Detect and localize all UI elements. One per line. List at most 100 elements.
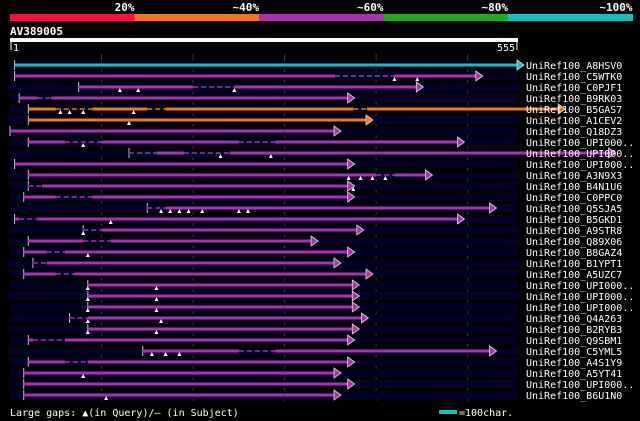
hit-row[interactable]: UniRef100_B1YPT1	[10, 257, 622, 270]
hit-row[interactable]: UniRef100_UPI000..	[10, 279, 634, 292]
hit-row[interactable]: UniRef100_B4N1U6	[10, 180, 622, 193]
hit-row[interactable]: UniRef100_Q89X06	[10, 235, 622, 248]
query-gap-marker	[245, 209, 250, 213]
scale-label: ~60%	[357, 1, 384, 14]
query-gap-marker	[58, 110, 63, 114]
hit-bar	[23, 382, 349, 386]
hit-row[interactable]: UniRef100_B5GKD1	[10, 213, 622, 226]
query-gap-marker	[383, 176, 388, 180]
hit-label[interactable]: UniRef100_A9STR8	[526, 226, 622, 237]
hit-label[interactable]: UniRef100_A8HSV0	[526, 61, 622, 72]
query-gap-marker	[81, 374, 86, 378]
hit-label[interactable]: UniRef100_B5GKD1	[526, 215, 622, 226]
hit-arrowhead	[608, 147, 617, 159]
hit-row[interactable]: UniRef100_A1CEV2	[10, 114, 622, 127]
query-gap-marker	[85, 330, 90, 334]
hit-label[interactable]: UniRef100_B8GAZ4	[526, 248, 622, 259]
hit-row[interactable]: UniRef100_C0PJF1	[10, 81, 622, 94]
hit-row[interactable]: UniRef100_A3N9X3	[10, 169, 622, 182]
query-ruler-bar	[10, 38, 518, 42]
hit-arrowhead	[333, 125, 342, 137]
hit-bar	[28, 118, 367, 122]
hit-bar	[28, 338, 349, 342]
hit-row[interactable]: UniRef100_UPI000..	[10, 290, 634, 303]
hit-row[interactable]: UniRef100_UPI000..	[10, 147, 634, 160]
hit-row[interactable]: UniRef100_B8GAZ4	[10, 246, 622, 259]
hit-label[interactable]: UniRef100_UPI000..	[526, 160, 634, 171]
hit-label[interactable]: UniRef100_Q18DZ3	[526, 127, 622, 138]
hit-bar	[28, 360, 349, 364]
query-gap-marker	[268, 154, 273, 158]
query-gap-marker	[154, 286, 159, 290]
query-gap-marker	[159, 209, 164, 213]
hit-row[interactable]: UniRef100_A9STR8	[10, 224, 622, 237]
hit-row[interactable]: UniRef100_B2RYB3	[10, 323, 622, 336]
hit-label[interactable]: UniRef100_A5UZC7	[526, 270, 622, 281]
hit-label[interactable]: UniRef100_B6U1N0	[526, 391, 622, 402]
hit-arrowhead	[310, 235, 319, 247]
hit-arrowhead	[557, 103, 566, 115]
hit-row[interactable]: UniRef100_A5YT41	[10, 367, 622, 380]
hit-label[interactable]: UniRef100_UPI000..	[526, 303, 634, 314]
hit-label[interactable]: UniRef100_UPI000..	[526, 281, 634, 292]
hit-label[interactable]: UniRef100_A4S1Y9	[526, 358, 622, 369]
hit-bar	[14, 217, 459, 221]
hit-bar	[23, 393, 335, 397]
hit-label[interactable]: UniRef100_UPI000..	[526, 380, 634, 391]
hit-label[interactable]: UniRef100_B9RK03	[526, 94, 622, 105]
hit-row[interactable]: UniRef100_Q18DZ3	[9, 125, 622, 138]
hit-label[interactable]: UniRef100_UPI000..	[526, 292, 634, 303]
hit-row[interactable]: UniRef100_A4S1Y9	[10, 356, 622, 369]
hit-label[interactable]: UniRef100_Q4A263	[526, 314, 622, 325]
subject-gap	[183, 151, 230, 155]
hit-bar	[69, 316, 363, 320]
hit-row[interactable]: UniRef100_UPI000..	[10, 158, 634, 171]
query-gap-marker	[85, 308, 90, 312]
hit-row[interactable]: UniRef100_UPI000..	[10, 301, 634, 314]
hit-row[interactable]: UniRef100_C0PPC0	[10, 191, 622, 204]
hit-bar	[128, 151, 610, 155]
query-gap-marker	[126, 121, 131, 125]
hit-arrowhead	[351, 290, 360, 302]
hit-label[interactable]: UniRef100_Q5SJA5	[526, 204, 622, 215]
hit-label[interactable]: UniRef100_C5WTK0	[526, 72, 622, 83]
hit-row[interactable]: UniRef100_C5YML5	[10, 345, 622, 358]
query-gap-marker	[200, 209, 205, 213]
hit-row[interactable]: UniRef100_UPI000..	[10, 378, 634, 391]
subject-gap	[334, 74, 395, 78]
hit-row[interactable]: UniRef100_C5WTK0	[10, 70, 622, 83]
hit-row[interactable]: UniRef100_B6U1N0	[10, 389, 622, 402]
hit-row[interactable]: UniRef100_A5UZC7	[10, 268, 622, 281]
hit-label[interactable]: UniRef100_Q9SBM1	[526, 336, 622, 347]
hit-arrowhead	[425, 169, 434, 181]
hit-row[interactable]: UniRef100_Q5SJA5	[10, 202, 622, 215]
hit-label[interactable]: UniRef100_A1CEV2	[526, 116, 622, 127]
hit-label[interactable]: UniRef100_B5GAS7	[526, 105, 622, 116]
hit-row[interactable]: UniRef100_Q9SBM1	[10, 334, 622, 347]
hit-row[interactable]: UniRef100_B9RK03	[10, 92, 622, 105]
hit-arrowhead	[347, 246, 356, 258]
scale-label: ~80%	[482, 1, 509, 14]
hit-bar	[23, 250, 349, 254]
hit-label[interactable]: UniRef100_UPI000..	[526, 138, 634, 149]
hit-label[interactable]: UniRef100_B4N1U6	[526, 182, 622, 193]
hit-bar	[87, 283, 354, 287]
subject-gap	[128, 151, 157, 155]
hit-label[interactable]: UniRef100_B1YPT1	[526, 259, 622, 270]
hit-bar	[32, 261, 335, 265]
hit-label[interactable]: UniRef100_UPI000..	[526, 149, 634, 160]
hit-row[interactable]: UniRef100_UPI000..	[10, 136, 634, 149]
subject-gap	[37, 96, 52, 100]
hit-label[interactable]: UniRef100_Q89X06	[526, 237, 622, 248]
hit-row[interactable]: UniRef100_B5GAS7	[10, 103, 622, 116]
hit-label[interactable]: UniRef100_A3N9X3	[526, 171, 622, 182]
hit-row[interactable]: UniRef100_Q4A263	[10, 312, 622, 325]
hit-label[interactable]: UniRef100_C5YML5	[526, 347, 622, 358]
hit-label[interactable]: UniRef100_C0PPC0	[526, 193, 622, 204]
scale-segment	[134, 14, 260, 21]
query-range-start: 1	[13, 43, 19, 54]
hit-label[interactable]: UniRef100_A5YT41	[526, 369, 622, 380]
hit-label[interactable]: UniRef100_B2RYB3	[526, 325, 622, 336]
hit-row[interactable]: UniRef100_A8HSV0	[10, 59, 622, 72]
hit-label[interactable]: UniRef100_C0PJF1	[526, 83, 622, 94]
